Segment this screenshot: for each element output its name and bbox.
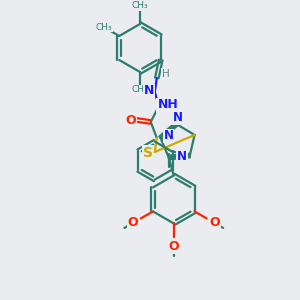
Text: CH₃: CH₃	[132, 85, 148, 94]
Text: N: N	[177, 150, 187, 163]
Text: O: O	[168, 240, 179, 253]
Text: CH₃: CH₃	[132, 2, 148, 10]
Text: S: S	[143, 146, 153, 160]
Text: N: N	[144, 85, 154, 98]
Text: N: N	[172, 111, 182, 124]
Text: CH₃: CH₃	[95, 22, 112, 32]
Text: NH: NH	[158, 98, 178, 112]
Text: N: N	[164, 130, 173, 142]
Text: O: O	[128, 216, 138, 230]
Text: H: H	[162, 69, 170, 79]
Text: O: O	[125, 113, 136, 127]
Text: O: O	[209, 216, 220, 230]
